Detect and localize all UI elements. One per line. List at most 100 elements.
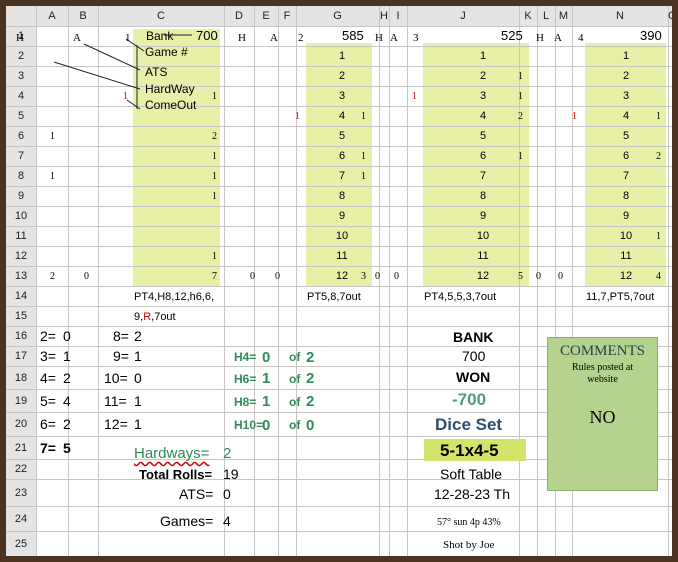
point-h-11: 11 <box>336 250 348 262</box>
row-header-10[interactable]: 10 <box>14 210 28 222</box>
row-header-19[interactable]: 19 <box>14 394 28 407</box>
column-header-j[interactable]: J <box>460 10 466 22</box>
column-header-g[interactable]: G <box>333 10 342 22</box>
mark-l7: 1 <box>518 151 523 162</box>
row-header-7[interactable]: 7 <box>17 150 25 162</box>
row-header-6[interactable]: 6 <box>17 130 25 142</box>
grid-vline <box>296 6 297 556</box>
row-header-21[interactable]: 21 <box>14 441 28 454</box>
mark-h8: 1 <box>361 171 366 182</box>
point-h-1: 1 <box>338 50 346 62</box>
column-header-e[interactable]: E <box>262 10 270 22</box>
point-h-8: 8 <box>338 190 346 202</box>
grid-hline <box>6 436 672 437</box>
count-value: 5 <box>63 439 71 456</box>
row-header-3[interactable]: 3 <box>17 70 25 82</box>
grid-vline <box>555 6 556 556</box>
hardway-label: H4= <box>234 350 257 364</box>
legend-hardway: HardWay <box>145 82 195 96</box>
point-p-11: 11 <box>620 250 632 262</box>
mark-m13: 0 <box>536 271 541 282</box>
row-header-24[interactable]: 24 <box>14 512 28 525</box>
won-label: WON <box>456 369 491 385</box>
column-header-m[interactable]: M <box>558 10 569 22</box>
bank-value: 700 <box>196 28 218 43</box>
column-header-h[interactable]: H <box>380 10 388 22</box>
grid-hline <box>6 26 672 27</box>
point-h-9: 9 <box>338 210 346 222</box>
session-date: 12-28-23 Th <box>434 486 511 502</box>
cell-n1: A <box>554 32 562 44</box>
games-label: Games= <box>160 513 214 529</box>
point-p-1: 1 <box>622 50 630 62</box>
row-header-18[interactable]: 18 <box>14 371 28 384</box>
point-h-7: 7 <box>338 170 346 182</box>
comments-box: COMMENTS Rules posted at website NO <box>547 337 658 491</box>
row-header-2[interactable]: 2 <box>17 50 25 62</box>
grid-hline <box>6 86 672 87</box>
mark-d6: 2 <box>212 131 217 142</box>
row-header-22[interactable]: 22 <box>14 463 28 475</box>
row-header-9[interactable]: 9 <box>17 190 25 202</box>
row-header-20[interactable]: 20 <box>14 418 28 430</box>
count-label: 12= <box>104 416 128 432</box>
grid-vline <box>668 6 669 556</box>
hardways-label: Hardways= <box>134 445 210 462</box>
mark-n13: 0 <box>558 271 563 282</box>
column-header-a[interactable]: A <box>48 10 56 22</box>
row-header-8[interactable]: 8 <box>17 170 25 182</box>
grid-hline <box>6 266 672 267</box>
column-header-b[interactable]: B <box>79 10 87 22</box>
hardway-total: 2 <box>306 348 315 366</box>
count-label: 3= <box>40 348 56 364</box>
row-header-17[interactable]: 17 <box>14 350 28 362</box>
comments-title: COMMENTS <box>559 343 645 359</box>
mark-a13: 2 <box>50 271 55 282</box>
row-header-4[interactable]: 4 <box>17 90 25 102</box>
grid-hline <box>6 246 672 247</box>
column-header-c[interactable]: C <box>157 10 165 22</box>
total-rolls-value: 19 <box>223 466 239 482</box>
column-header-n[interactable]: N <box>616 10 624 22</box>
column-header-l[interactable]: L <box>542 10 550 22</box>
column-header-bar <box>6 6 672 26</box>
column-header-i[interactable]: I <box>396 10 400 22</box>
cell-c1: 1 <box>125 32 131 44</box>
mark-p5: 1 <box>656 111 661 122</box>
legend-comeout: ComeOut <box>145 98 197 112</box>
mark-d7: 1 <box>212 151 217 162</box>
mark-c4: 1 <box>123 91 128 102</box>
point-p-4: 4 <box>622 110 630 122</box>
row-header-5[interactable]: 5 <box>17 110 25 122</box>
count-value: 0 <box>63 328 71 344</box>
row-header-25[interactable]: 25 <box>14 537 28 550</box>
column-header-k[interactable]: K <box>524 10 532 22</box>
column-header-f[interactable]: F <box>283 10 291 22</box>
cell-k1: 3 <box>413 32 419 44</box>
grid-hline <box>6 366 672 367</box>
column-header-d[interactable]: D <box>235 10 243 22</box>
grid-hline <box>6 206 672 207</box>
row-header-11[interactable]: 11 <box>15 230 27 242</box>
mark-d9: 1 <box>212 191 217 202</box>
column-header-o[interactable]: O <box>668 11 672 22</box>
dice-set-label: Dice Set <box>435 415 503 434</box>
count-label: 2= <box>40 328 56 344</box>
hardway-of: of <box>289 418 301 432</box>
point-l-8: 8 <box>479 190 487 202</box>
hardway-hits: 1 <box>262 393 271 410</box>
cell-e1: H <box>238 32 246 44</box>
grid-vline <box>224 6 225 556</box>
row-header-bar <box>6 6 36 556</box>
mark-h7: 1 <box>361 151 366 162</box>
row-header-13[interactable]: 13 <box>14 270 28 282</box>
row-header-16[interactable]: 16 <box>14 330 28 342</box>
row-header-12[interactable]: 12 <box>14 250 28 262</box>
row-header-15[interactable]: 15 <box>14 310 28 322</box>
row-header-14[interactable]: 14 <box>14 290 28 302</box>
row-header-1[interactable]: 1 <box>17 30 25 42</box>
mark-k4: 1 <box>412 91 417 102</box>
grid-vline <box>278 6 279 556</box>
row-header-23[interactable]: 23 <box>14 486 28 499</box>
